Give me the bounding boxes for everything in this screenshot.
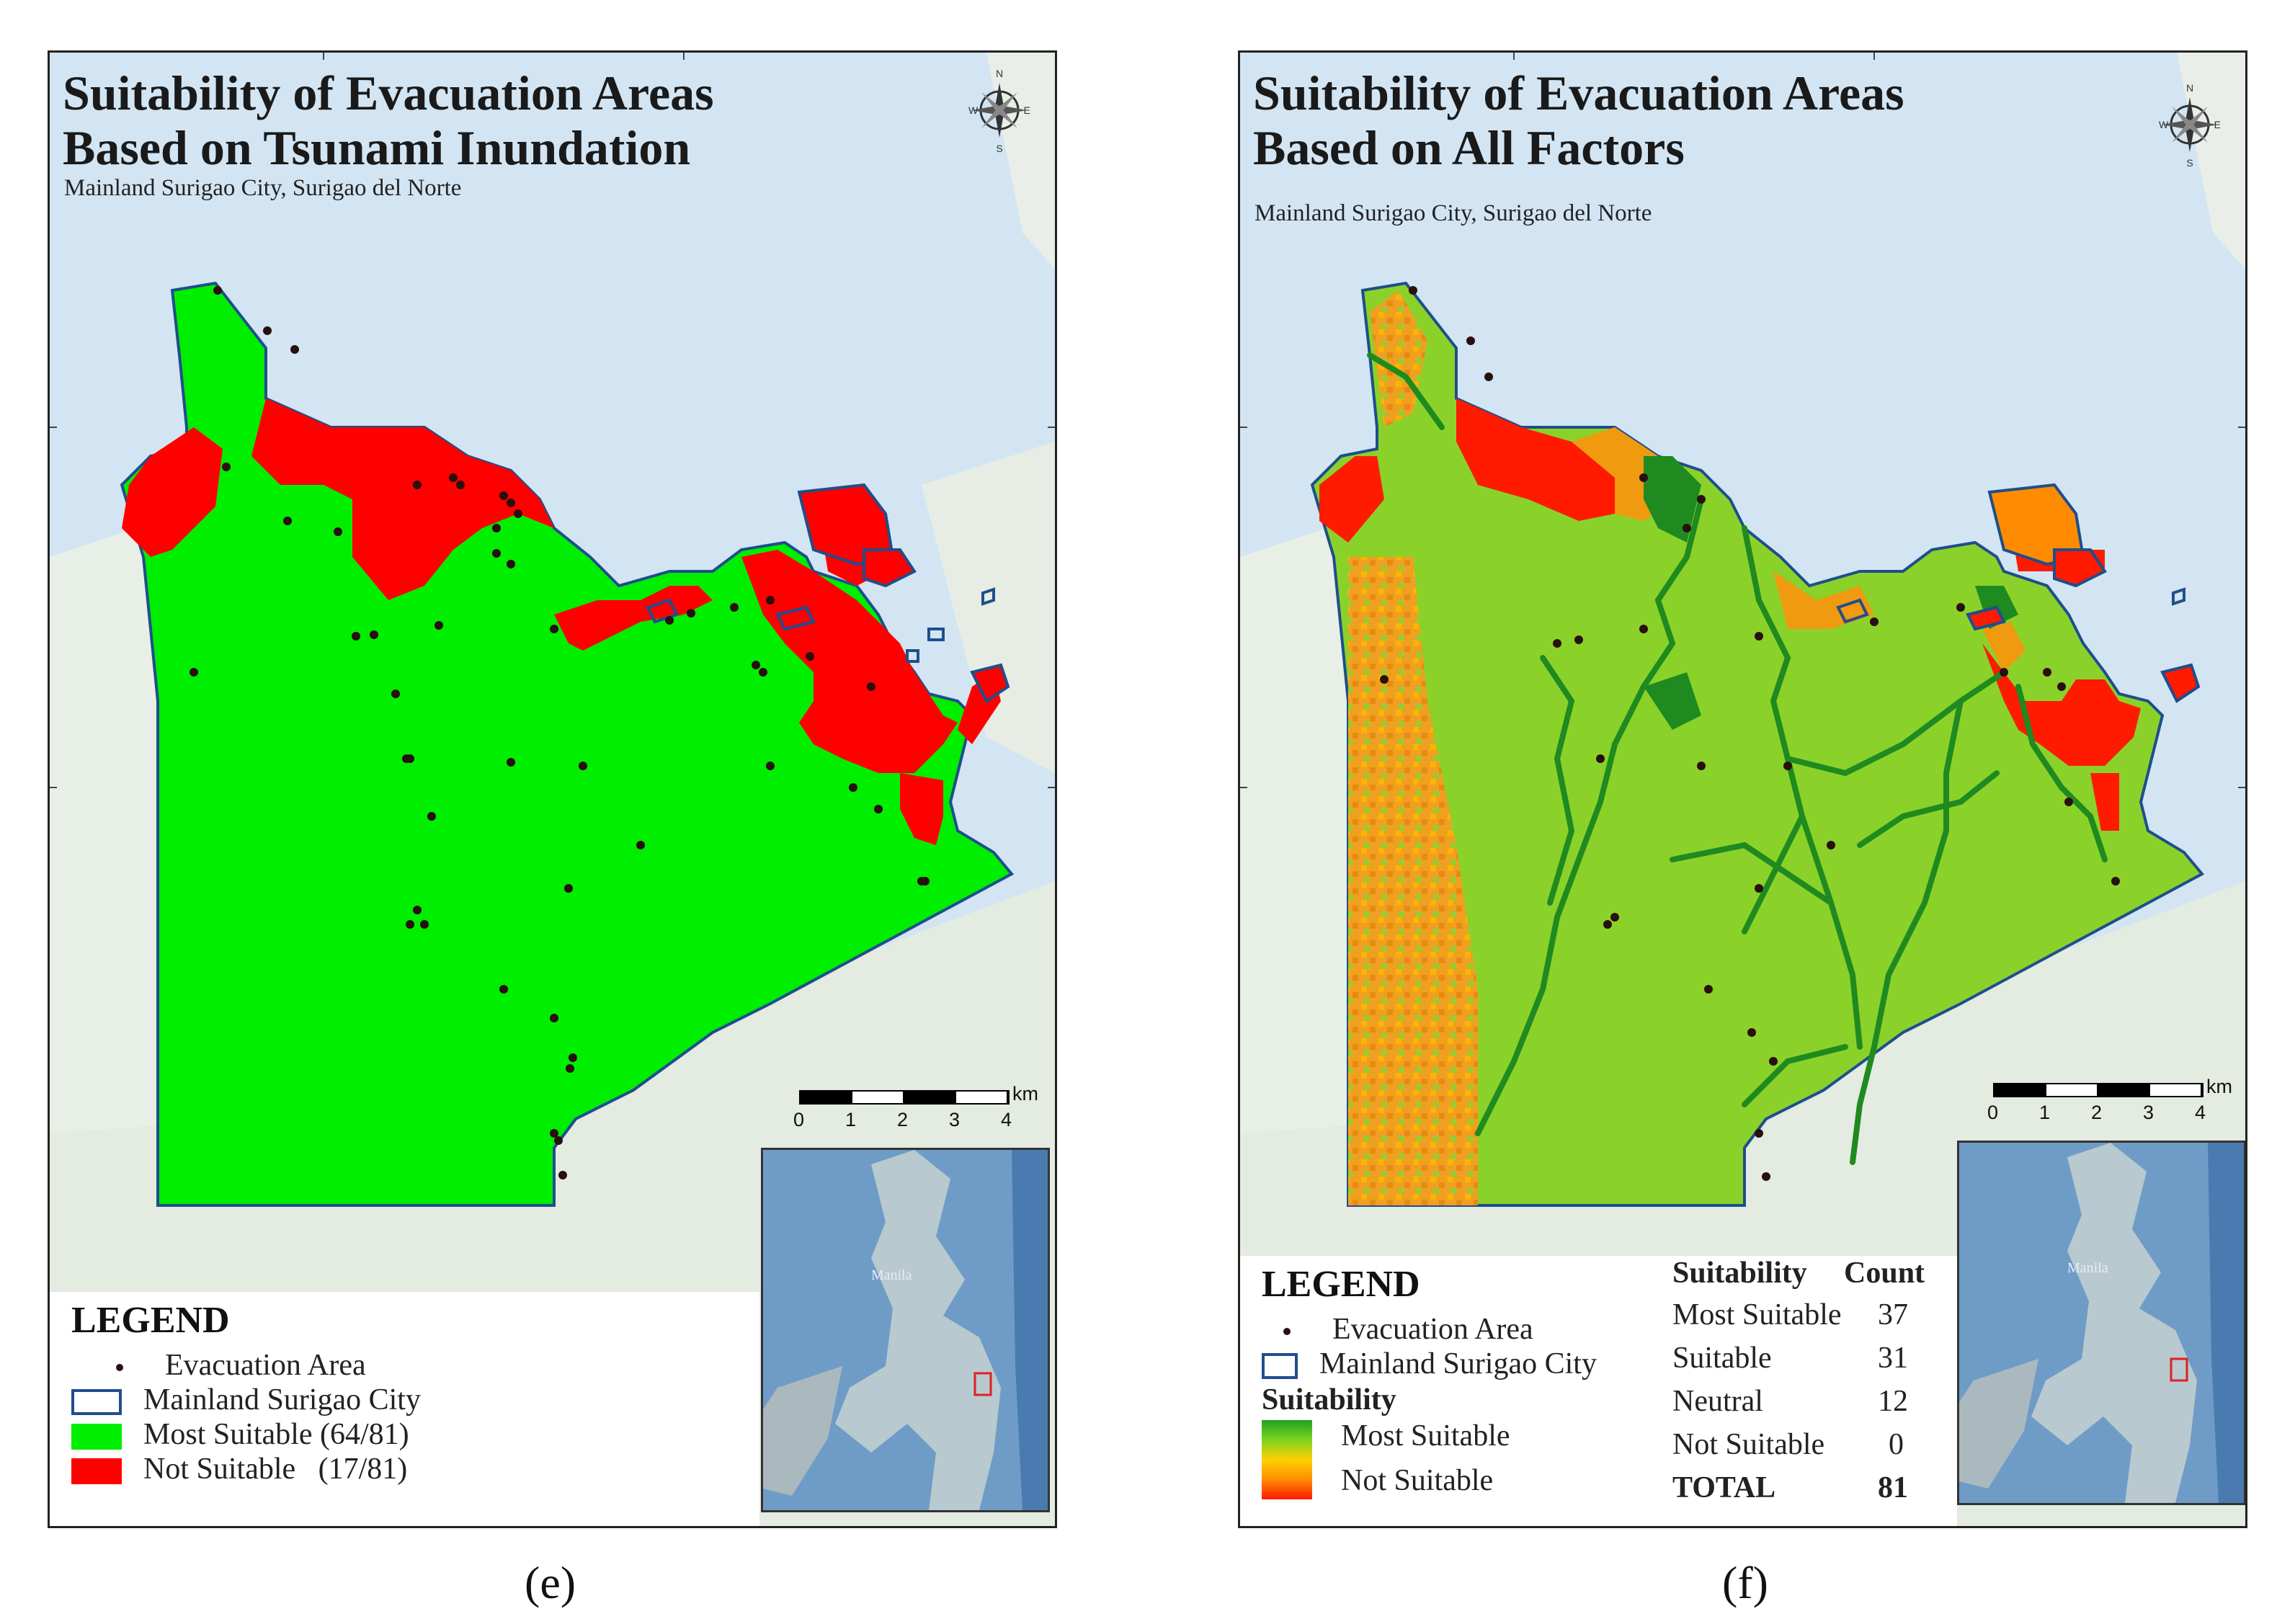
locator-inset-f: Manila — [1957, 1141, 2245, 1505]
scale-tick-0-f: 0 — [1987, 1102, 1999, 1123]
table-header-suitability: Suitability — [1672, 1257, 1807, 1290]
locator-inset-e: Manila — [761, 1148, 1050, 1512]
map-title-line1-f: Suitability of Evacuation Areas — [1253, 66, 1904, 120]
scale-unit-f: km — [2206, 1076, 2232, 1097]
table-row-count: 0 — [1889, 1428, 1904, 1461]
gradient-label-high: Most Suitable — [1341, 1419, 1510, 1453]
inset-map-f: Manila — [1959, 1143, 2244, 1503]
evacuation-points-e — [190, 286, 930, 1179]
map-title-line2-f: Based on All Factors — [1253, 120, 1685, 175]
legend-row-evacuation-f: Evacuation Area — [1262, 1313, 1533, 1345]
table-row-count: 31 — [1878, 1342, 1908, 1375]
not-suitable-areas-e — [122, 398, 1001, 845]
caption-f: (f) — [1722, 1557, 1768, 1608]
compass-rose-icon: N S E W — [2159, 82, 2221, 169]
legend-label-boundary-f: Mainland Surigao City — [1319, 1347, 1597, 1380]
table-row-label: Neutral — [1672, 1385, 1763, 1418]
evacuation-dot-icon — [1283, 1328, 1291, 1336]
legend-title-e: LEGEND — [71, 1300, 230, 1341]
compass-n: N — [996, 68, 1003, 79]
islands-e — [775, 483, 1010, 703]
map-panel-f: Suitability of Evacuation Areas Based on… — [1238, 50, 2247, 1528]
legend-row-boundary-e: Mainland Surigao City — [71, 1384, 421, 1416]
scale-tick-2-f: 2 — [2091, 1102, 2103, 1123]
evacuation-dot-icon — [116, 1364, 123, 1372]
map-panel-e: Suitability of Evacuation Areas Based on… — [48, 50, 1057, 1528]
map-subtitle-f: Mainland Surigao City, Surigao del Norte — [1255, 200, 1652, 226]
compass-w-f: W — [2159, 119, 2169, 130]
inset-map-e: Manila — [763, 1150, 1048, 1510]
compass-n-f: N — [2186, 82, 2193, 94]
small-islets-f — [1836, 587, 2185, 624]
map-title-f: Suitability of Evacuation Areas Based on… — [1253, 66, 1904, 175]
small-islets-e — [646, 587, 995, 663]
graticule-ticks-e — [50, 53, 1055, 788]
boundary-swatch-icon — [71, 1389, 122, 1416]
scale-bar-f: km 0 1 2 3 4 — [1987, 1076, 2232, 1126]
legend-title-f: LEGEND — [1262, 1264, 1420, 1305]
compass-e-f: E — [2214, 119, 2221, 130]
map-title-e: Suitability of Evacuation Areas Based on… — [63, 66, 714, 175]
legend-label-not-suitable-e: Not Suitable (17/81) — [143, 1453, 408, 1486]
scale-tick-1-e: 1 — [845, 1109, 857, 1130]
not-suitable-swatch-icon — [71, 1458, 122, 1485]
legend-row-not-suitable-e: Not Suitable (17/81) — [71, 1453, 407, 1485]
north-arrow-f: N S E W — [2157, 81, 2222, 169]
scale-bar-segments-e — [799, 1090, 1010, 1105]
compass-e: E — [1024, 104, 1030, 116]
legend-f: LEGEND Evacuation Area Mainland Surigao … — [1240, 1256, 1957, 1526]
scale-unit-e: km — [1012, 1083, 1038, 1105]
scale-tick-4-e: 4 — [1001, 1109, 1012, 1130]
scale-tick-1-f: 1 — [2039, 1102, 2051, 1123]
table-total-count: 81 — [1878, 1471, 1908, 1504]
scale-tick-2-e: 2 — [897, 1109, 909, 1130]
most-suitable-swatch-icon — [71, 1424, 122, 1450]
scale-tick-0-e: 0 — [793, 1109, 805, 1130]
legend-label-evacuation-f: Evacuation Area — [1332, 1313, 1533, 1346]
table-row-label: Most Suitable — [1672, 1298, 1842, 1331]
map-subtitle-e: Mainland Surigao City, Surigao del Norte — [64, 175, 462, 201]
table-row-label: Not Suitable — [1672, 1428, 1825, 1461]
islands-f — [1966, 483, 2201, 703]
compass-rose-icon: N S E W — [968, 68, 1030, 154]
table-row-count: 37 — [1878, 1298, 1908, 1331]
gradient-label-low: Not Suitable — [1341, 1464, 1494, 1497]
legend-row-boundary-f: Mainland Surigao City — [1262, 1348, 1597, 1380]
scale-tick-3-f: 3 — [2143, 1102, 2154, 1123]
legend-row-evacuation-e: Evacuation Area — [71, 1349, 366, 1381]
graticule-ticks-f — [1240, 53, 2245, 788]
table-row-count: 12 — [1878, 1385, 1908, 1418]
scale-bar-e: km 0 1 2 3 4 — [793, 1083, 1038, 1133]
map-title-line1-e: Suitability of Evacuation Areas — [63, 66, 714, 120]
table-header-count: Count — [1844, 1257, 1925, 1290]
compass-w: W — [968, 104, 979, 116]
inset-label-manila-e: Manila — [871, 1267, 912, 1283]
caption-e: (e) — [525, 1557, 576, 1608]
legend-label-boundary-e: Mainland Surigao City — [143, 1383, 421, 1416]
scale-bar-segments-f — [1993, 1083, 2203, 1097]
compass-s: S — [996, 143, 1002, 153]
map-title-line2-e: Based on Tsunami Inundation — [63, 120, 691, 175]
neutral-western-belt-f — [1348, 557, 1478, 1205]
north-arrow-e: N S E W — [967, 67, 1032, 154]
legend-label-evacuation-e: Evacuation Area — [165, 1349, 366, 1382]
compass-s-f: S — [2186, 157, 2193, 168]
table-total-label: TOTAL — [1672, 1471, 1776, 1504]
legend-e: LEGEND Evacuation Area Mainland Surigao … — [50, 1292, 759, 1526]
legend-label-most-suitable-e: Most Suitable (64/81) — [143, 1418, 409, 1451]
suitability-heading: Suitability — [1262, 1383, 1396, 1416]
scale-tick-3-e: 3 — [949, 1109, 961, 1130]
scale-tick-4-f: 4 — [2195, 1102, 2206, 1123]
suitability-gradient-swatch — [1262, 1420, 1312, 1499]
table-row-label: Suitable — [1672, 1342, 1772, 1375]
evacuation-points-f — [1380, 286, 2120, 1181]
most-suitable-corridors-f — [1367, 352, 2108, 1165]
legend-row-most-suitable-e: Most Suitable (64/81) — [71, 1419, 409, 1450]
boundary-swatch-icon — [1262, 1353, 1298, 1380]
inset-label-manila-f: Manila — [2067, 1260, 2108, 1276]
